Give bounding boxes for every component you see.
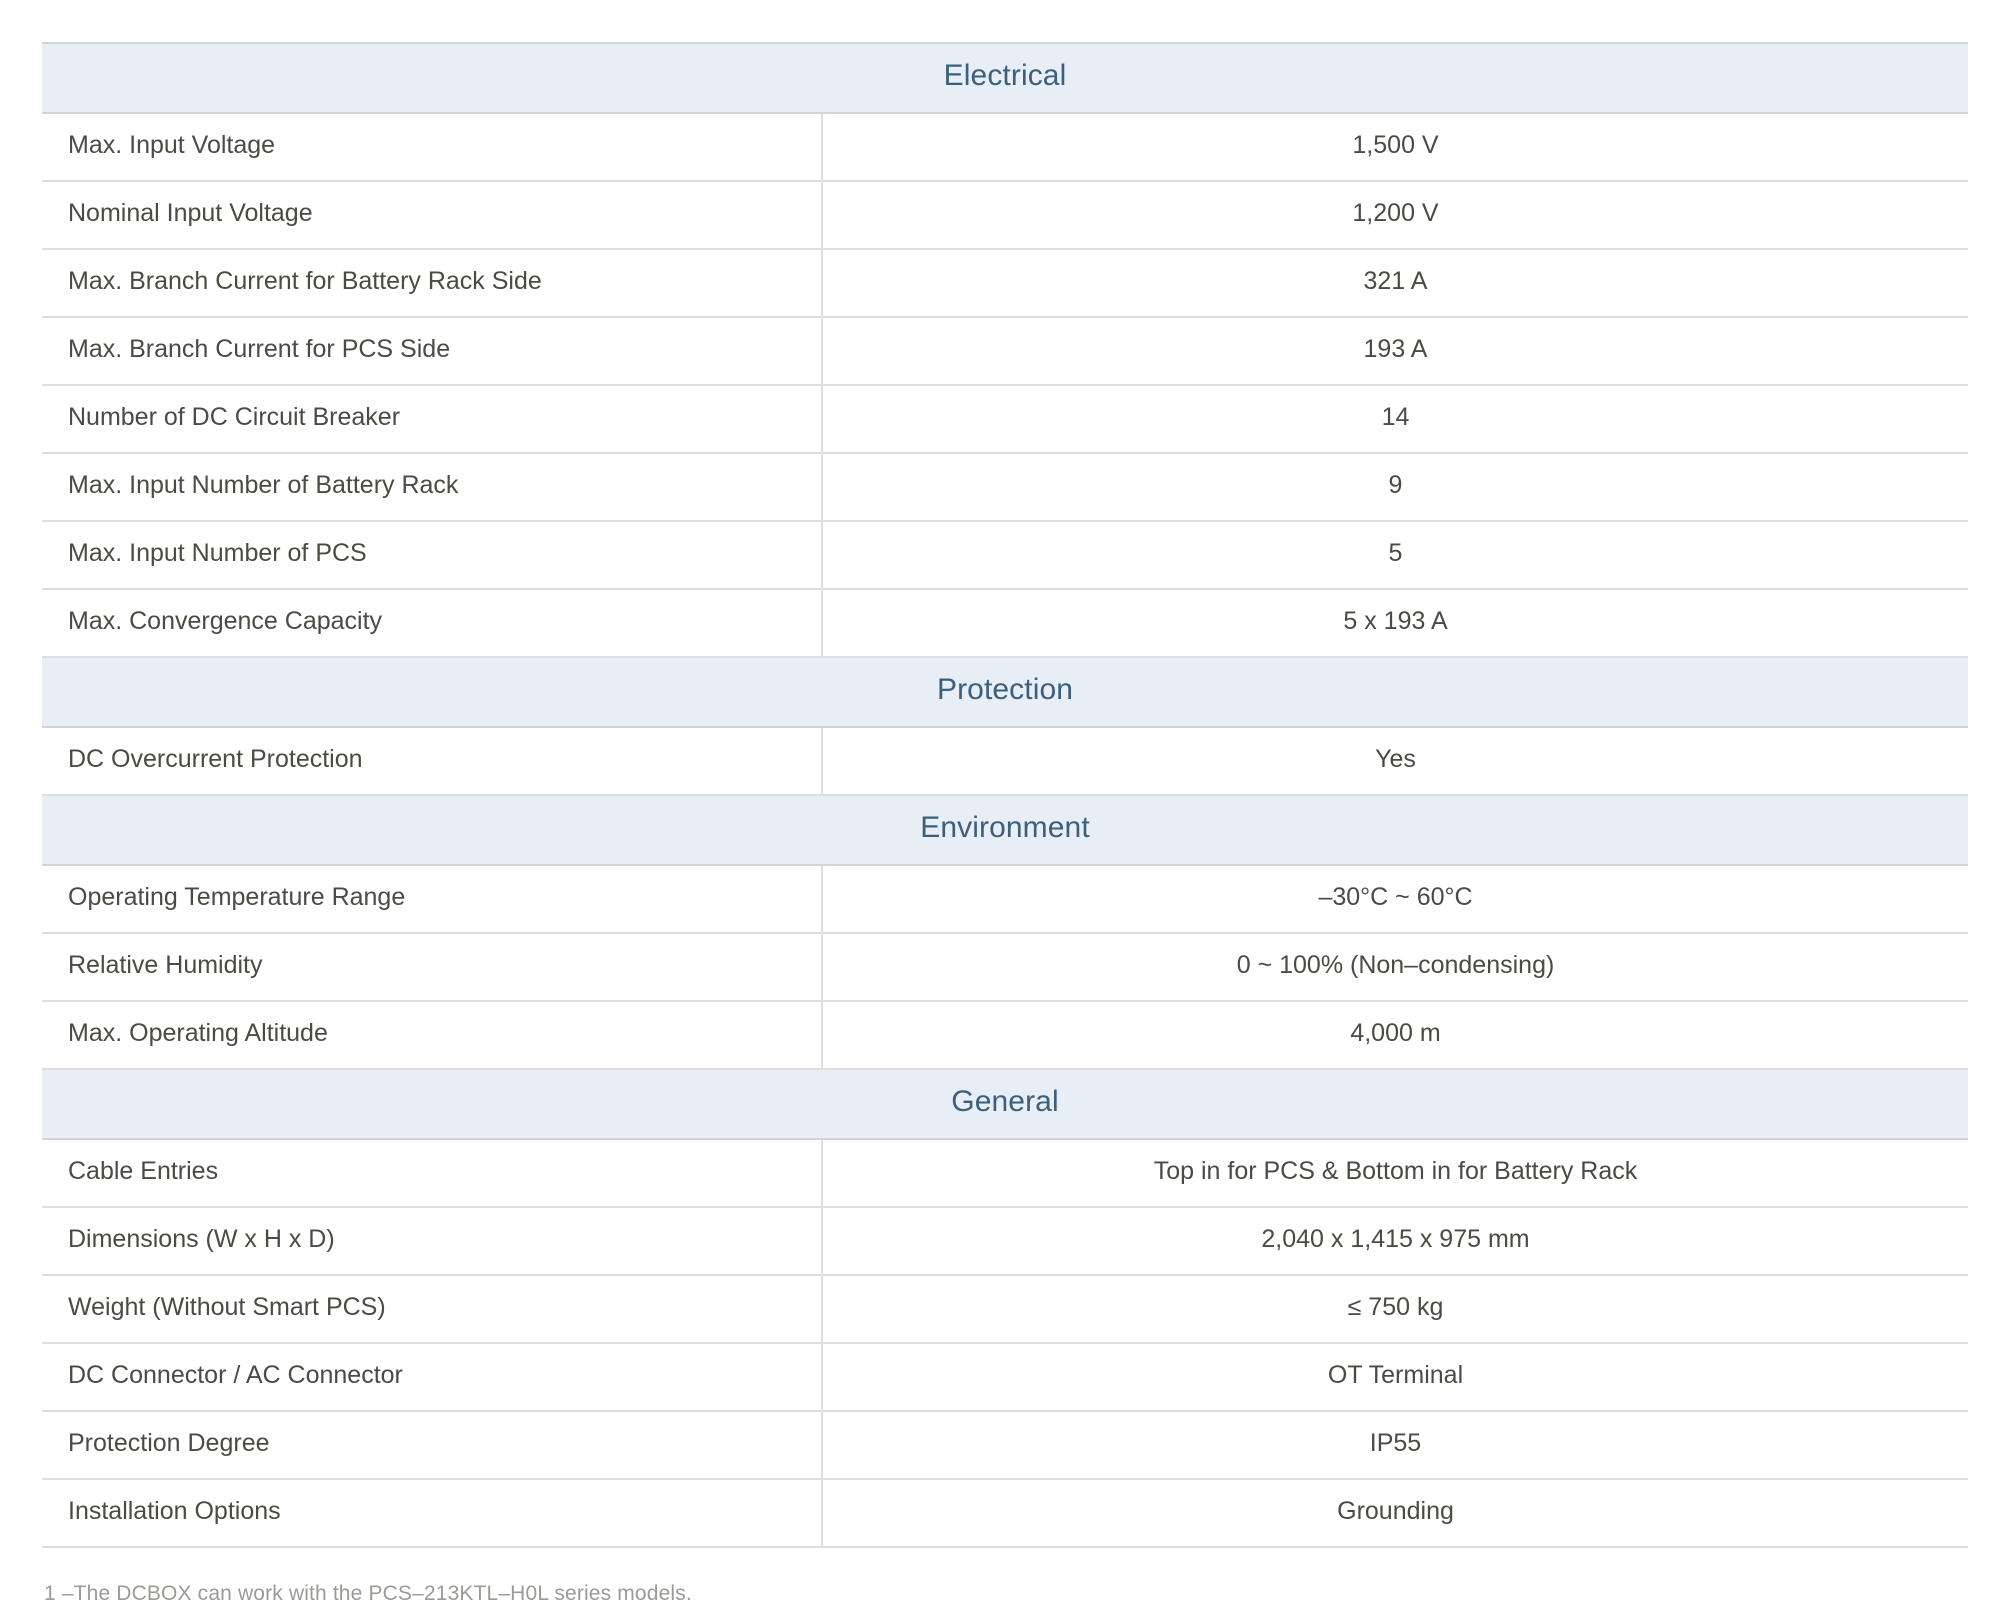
spec-label: Max. Operating Altitude	[42, 1001, 823, 1070]
section-header-protection: Protection	[42, 656, 1969, 728]
spec-label: Max. Convergence Capacity	[42, 589, 823, 658]
spec-label: Installation Options	[42, 1479, 823, 1548]
spec-value: 2,040 x 1,415 x 975 mm	[822, 1207, 1969, 1276]
table-row: Protection Degree IP55	[42, 1411, 1969, 1480]
section-header-general: General	[42, 1068, 1969, 1140]
spec-label: Number of DC Circuit Breaker	[42, 385, 823, 454]
specification-sheet: Electrical Max. Input Voltage 1,500 V Nomin…	[42, 42, 1969, 1605]
table-row: Dimensions (W x H x D) 2,040 x 1,415 x 97…	[42, 1207, 1969, 1276]
spec-value: 9	[822, 453, 1969, 522]
spec-value: Grounding	[822, 1479, 1969, 1548]
specification-table-body: Electrical Max. Input Voltage 1,500 V Nomin…	[42, 42, 1969, 1548]
spec-value: 5	[822, 521, 1969, 590]
spec-value: 193 A	[822, 317, 1969, 386]
spec-label: Weight (Without Smart PCS)	[42, 1275, 823, 1344]
spec-label: Nominal Input Voltage	[42, 181, 823, 250]
spec-value: OT Terminal	[822, 1343, 1969, 1412]
spec-label: Relative Humidity	[42, 933, 823, 1002]
footnote: 1 –The DCBOX can work with the PCS–213KT…	[44, 1582, 692, 1605]
spec-label: Operating Temperature Range	[42, 865, 823, 934]
table-row: Max. Input Voltage 1,500 V	[42, 113, 1969, 182]
specification-table: Electrical Max. Input Voltage 1,500 V Nomin…	[42, 42, 1969, 1548]
table-row: Nominal Input Voltage 1,200 V	[42, 181, 1969, 250]
spec-label: Protection Degree	[42, 1411, 823, 1480]
table-row: Installation Options Grounding	[42, 1479, 1969, 1548]
table-row: DC Connector / AC Connector OT Terminal	[42, 1343, 1969, 1412]
spec-value: 14	[822, 385, 1969, 454]
table-row: Cable Entries Top in for PCS & Bottom in …	[42, 1139, 1969, 1208]
spec-label: Cable Entries	[42, 1139, 823, 1208]
spec-value: 0 ~ 100% (Non–condensing)	[822, 933, 1969, 1002]
table-row: Weight (Without Smart PCS) ≤ 750 kg	[42, 1275, 1969, 1344]
section-header-row: Protection	[42, 656, 1969, 728]
section-header-row: Electrical	[42, 42, 1969, 114]
spec-value: Yes	[822, 727, 1969, 796]
spec-value: 4,000 m	[822, 1001, 1969, 1070]
spec-value: 321 A	[822, 249, 1969, 318]
table-row: Max. Operating Altitude 4,000 m	[42, 1001, 1969, 1070]
table-row: Relative Humidity 0 ~ 100% (Non–condensin…	[42, 933, 1969, 1002]
table-row: Max. Input Number of PCS 5	[42, 521, 1969, 590]
spec-value: 5 x 193 A	[822, 589, 1969, 658]
table-row: Number of DC Circuit Breaker 14	[42, 385, 1969, 454]
spec-value: 1,200 V	[822, 181, 1969, 250]
table-row: DC Overcurrent Protection Yes	[42, 727, 1969, 796]
table-row: Max. Branch Current for PCS Side 193 A	[42, 317, 1969, 386]
spec-value: ≤ 750 kg	[822, 1275, 1969, 1344]
spec-label: DC Overcurrent Protection	[42, 727, 823, 796]
spec-label: DC Connector / AC Connector	[42, 1343, 823, 1412]
table-row: Max. Convergence Capacity 5 x 193 A	[42, 589, 1969, 658]
spec-value: –30°C ~ 60°C	[822, 865, 1969, 934]
spec-label: Max. Input Number of PCS	[42, 521, 823, 590]
section-header-row: General	[42, 1068, 1969, 1140]
table-row: Operating Temperature Range –30°C ~ 60°C	[42, 865, 1969, 934]
table-row: Max. Branch Current for Battery Rack Sid…	[42, 249, 1969, 318]
spec-label: Max. Input Number of Battery Rack	[42, 453, 823, 522]
spec-value: IP55	[822, 1411, 1969, 1480]
spec-value: 1,500 V	[822, 113, 1969, 182]
spec-value: Top in for PCS & Bottom in for Battery R…	[822, 1139, 1969, 1208]
table-row: Max. Input Number of Battery Rack 9	[42, 453, 1969, 522]
section-header-row: Environment	[42, 794, 1969, 866]
spec-label: Max. Input Voltage	[42, 113, 823, 182]
spec-label: Max. Branch Current for PCS Side	[42, 317, 823, 386]
spec-label: Max. Branch Current for Battery Rack Sid…	[42, 249, 823, 318]
spec-label: Dimensions (W x H x D)	[42, 1207, 823, 1276]
section-header-electrical: Electrical	[42, 42, 1969, 114]
section-header-environment: Environment	[42, 794, 1969, 866]
